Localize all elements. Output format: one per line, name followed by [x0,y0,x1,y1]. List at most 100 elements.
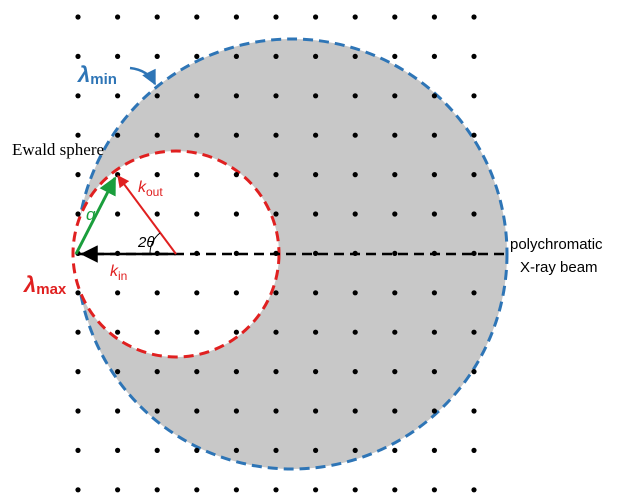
lattice-point [431,211,437,217]
k-out-vector [117,175,177,255]
lattice-point [194,290,200,296]
ewald-sphere-label: Ewald sphere [12,140,104,159]
lattice-point [392,329,398,335]
q-label: q [86,205,96,224]
lattice-point [115,369,121,375]
lattice-point [313,447,319,453]
lattice-point [194,487,200,493]
lattice-point [194,14,200,20]
lattice-point [471,211,477,217]
lattice-point [233,14,239,20]
lattice-point [392,14,398,20]
lattice-point [313,172,319,178]
lattice-point [154,408,160,414]
lambda-min-pointer [129,66,157,86]
lattice-point [194,53,200,60]
lattice-point [154,369,160,375]
lattice-point [313,329,319,335]
lattice-point [313,14,319,20]
lattice-point [273,487,279,493]
lattice-point [471,408,477,414]
lattice-point [431,53,437,60]
lattice-point [431,93,437,99]
lattice-point [75,93,81,99]
lattice-point [154,211,160,217]
lattice-point [392,487,398,493]
lattice-point [431,172,437,178]
lattice-point [273,211,279,217]
two-theta-arc [149,232,161,255]
lattice-point [352,14,358,20]
lattice-point [233,447,239,453]
lattice-point [115,93,121,99]
lattice-point [233,408,239,414]
lattice-point [431,487,437,493]
lattice-point [75,53,81,60]
lattice-point [233,290,239,296]
lattice-point [313,250,319,256]
lattice-point [313,132,319,138]
lattice-point [273,369,279,375]
lattice-point [431,329,437,335]
lattice-point [154,290,160,296]
lattice-point [194,93,200,99]
lattice-point [313,408,319,414]
q-vector [74,176,117,255]
lattice-point [115,53,121,60]
lattice-point [75,290,81,296]
lattice-point [471,369,477,375]
lattice-point [273,172,279,178]
lattice-point [392,250,398,256]
lattice-point [352,290,358,296]
k-in-label: kin [110,263,127,283]
beam-label-line2: X-ray beam [520,259,598,276]
lattice-point [471,447,477,453]
lattice-point [352,53,358,60]
lattice-point [352,211,358,217]
lattice-point [75,369,81,375]
lattice-point [115,408,121,414]
lattice-point [313,290,319,296]
lattice-point [154,53,160,60]
lattice-point [392,172,398,178]
lattice-point [273,447,279,453]
lattice-point [352,172,358,178]
lattice-point [115,487,121,493]
lattice-point [471,487,477,493]
lattice-point [392,93,398,99]
lattice-point [352,408,358,414]
lattice-point [392,211,398,217]
lattice-point [233,93,239,99]
lattice-point [233,53,239,60]
lattice-point [154,329,160,335]
lattice-point [115,132,121,138]
lattice-point [75,408,81,414]
lattice-point [233,329,239,335]
lattice-point [471,53,477,60]
lattice-point [233,172,239,178]
lambda-min-label: λmin [77,62,117,88]
lattice-point [75,329,81,335]
lattice-point [194,329,200,335]
lattice-point [431,408,437,414]
lattice-point [233,487,239,493]
lattice-point [392,290,398,296]
lattice-point [392,132,398,138]
lattice-point [273,290,279,296]
lattice-point [392,408,398,414]
lattice-point [471,172,477,178]
lattice-point [194,172,200,178]
lattice-point [471,93,477,99]
lattice-point [115,447,121,453]
lattice-point [392,53,398,60]
lattice-point [273,14,279,20]
lattice-point [471,250,477,256]
lattice-point [75,132,81,138]
lattice-point [431,132,437,138]
lattice-point [154,132,160,138]
lattice-point [273,132,279,138]
lattice-point [392,369,398,375]
lattice-point [352,132,358,138]
lattice-point [154,93,160,99]
